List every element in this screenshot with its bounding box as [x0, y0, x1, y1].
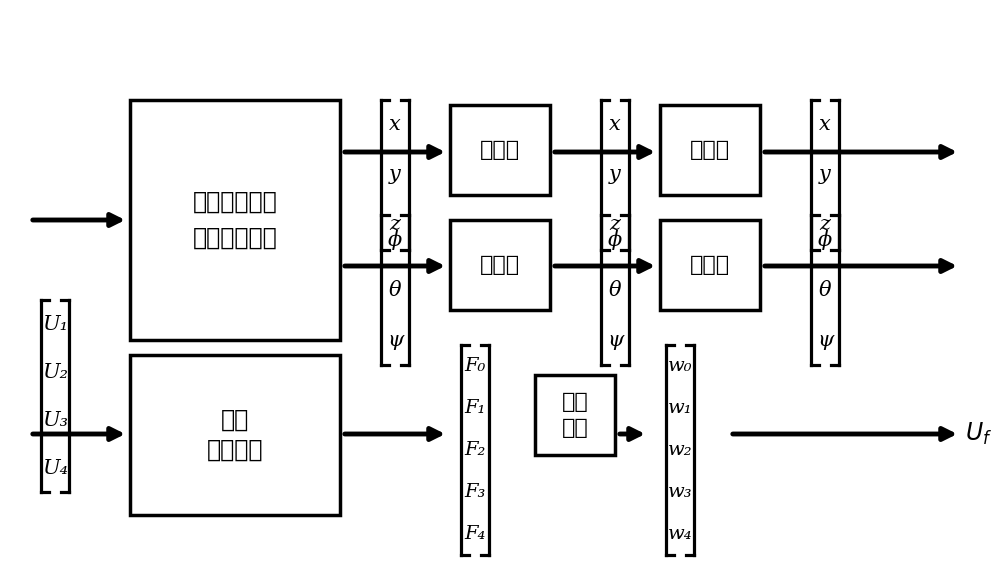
- Text: w₄: w₄: [668, 525, 692, 543]
- Text: U₃: U₃: [42, 410, 68, 429]
- Text: θ: θ: [389, 280, 401, 300]
- Text: y: y: [609, 165, 621, 184]
- Text: 积分器: 积分器: [690, 140, 730, 160]
- Text: w₀: w₀: [668, 357, 692, 375]
- Text: ϕ: ϕ: [818, 230, 832, 250]
- Text: 分配: 分配: [562, 392, 588, 412]
- Bar: [660, 220, 760, 310]
- Bar: [660, 105, 760, 195]
- Text: z: z: [610, 215, 620, 234]
- Text: y: y: [389, 165, 401, 184]
- Text: w₃: w₃: [668, 483, 692, 501]
- Text: U₂: U₂: [42, 362, 68, 382]
- Text: 转速: 转速: [562, 418, 588, 438]
- Text: z: z: [820, 215, 830, 234]
- Text: 电机: 电机: [221, 408, 249, 432]
- Text: x: x: [609, 116, 621, 134]
- Text: ϕ: ϕ: [388, 230, 402, 250]
- Text: 分配矩阵: 分配矩阵: [207, 438, 263, 462]
- Text: z: z: [390, 215, 400, 234]
- Text: U₁: U₁: [42, 315, 68, 333]
- Text: ψ: ψ: [607, 330, 623, 350]
- Text: F₂: F₂: [464, 441, 486, 459]
- Text: x: x: [819, 116, 831, 134]
- Bar: [450, 105, 550, 195]
- Text: 六自由度模型: 六自由度模型: [193, 226, 277, 250]
- Text: 积分器: 积分器: [690, 255, 730, 275]
- Bar: [535, 375, 615, 455]
- Text: U₄: U₄: [42, 459, 68, 478]
- Bar: [450, 220, 550, 310]
- Bar: [130, 100, 340, 340]
- Text: ϕ: ϕ: [608, 230, 622, 250]
- Bar: [130, 355, 340, 515]
- Text: F₁: F₁: [464, 399, 486, 417]
- Text: w₁: w₁: [668, 399, 692, 417]
- Text: ψ: ψ: [817, 330, 833, 350]
- Text: F₀: F₀: [464, 357, 486, 375]
- Text: 积分器: 积分器: [480, 255, 520, 275]
- Text: $U_f$: $U_f$: [965, 421, 992, 447]
- Text: w₂: w₂: [668, 441, 692, 459]
- Text: F₄: F₄: [464, 525, 486, 543]
- Text: F₃: F₃: [464, 483, 486, 501]
- Text: x: x: [389, 116, 401, 134]
- Text: 积分器: 积分器: [480, 140, 520, 160]
- Text: 涵道式多旋翼: 涵道式多旋翼: [193, 190, 277, 214]
- Text: y: y: [819, 165, 831, 184]
- Text: θ: θ: [819, 280, 831, 300]
- Text: ψ: ψ: [387, 330, 403, 350]
- Text: θ: θ: [609, 280, 621, 300]
